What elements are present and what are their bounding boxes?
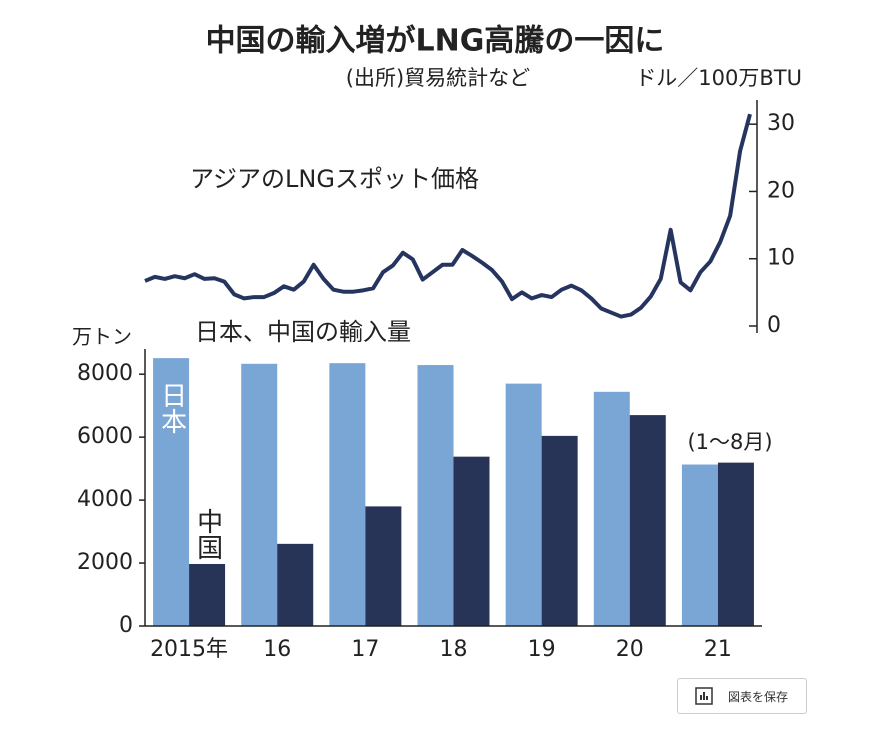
y-axis-label: 万トン: [72, 325, 132, 349]
bar: [153, 358, 190, 626]
bar: [329, 363, 366, 626]
y-tick-label: 4000: [77, 487, 133, 512]
y-tick-label: 0: [119, 613, 133, 638]
x-tick-label: 17: [351, 637, 379, 662]
bar: [277, 543, 314, 626]
legend-label: 日本: [157, 382, 187, 434]
x-tick-label: 16: [263, 637, 291, 662]
subtitle: (出所)貿易統計など: [346, 66, 530, 90]
bar: [681, 464, 718, 626]
chart-icon: [695, 687, 713, 705]
y-tick-label: 0: [767, 313, 781, 338]
y-tick-label: 8000: [77, 361, 133, 386]
bar: [453, 456, 490, 626]
y-tick-label: 2000: [77, 550, 133, 575]
chart-title: 中国の輸入増がLNG高騰の一因に: [206, 24, 665, 59]
y-tick-label: 6000: [77, 424, 133, 449]
y-axis-label: ドル／100万BTU: [635, 66, 802, 90]
save-label: 図表を保存: [728, 689, 789, 704]
bar: [417, 365, 454, 626]
bar: [629, 415, 666, 626]
legend-label: 中国: [193, 508, 223, 560]
save-button[interactable]: 図表を保存: [677, 678, 807, 714]
bar: [717, 462, 754, 626]
bar-chart-title: 日本、中国の輸入量: [195, 318, 411, 346]
x-tick-label: 19: [528, 637, 556, 662]
x-tick-label: 18: [440, 637, 468, 662]
y-tick-label: 20: [767, 178, 795, 203]
x-tick-label: 20: [616, 637, 644, 662]
bar: [505, 383, 542, 626]
price-line: [144, 113, 752, 319]
y-tick-label: 30: [767, 111, 795, 136]
bar: [593, 391, 630, 626]
bar: [189, 563, 226, 626]
x-tick-label: 2015年: [150, 637, 228, 662]
bar: [541, 435, 578, 626]
bar: [241, 363, 278, 626]
series-label: アジアのLNGスポット価格: [190, 165, 479, 193]
x-tick-label: 21: [704, 637, 732, 662]
bar: [365, 506, 402, 626]
y-tick-label: 10: [767, 246, 795, 271]
annotation: (1～8月): [687, 430, 772, 454]
